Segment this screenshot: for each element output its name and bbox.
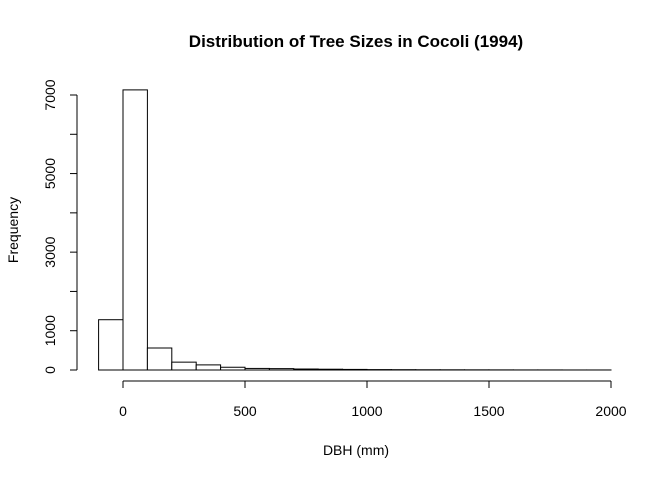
histogram-bar [317, 368, 344, 371]
x-tick-label: 500 [233, 403, 257, 419]
histogram-bar [342, 368, 368, 371]
histogram-bar [244, 367, 270, 371]
x-axis-label: DBH (mm) [323, 442, 389, 458]
histogram-bar [98, 319, 124, 371]
y-tick-label: 0 [42, 366, 58, 374]
bars-group [98, 89, 612, 371]
y-tick-label: 5000 [42, 158, 58, 189]
histogram-bar [171, 361, 197, 371]
x-tick-label: 0 [119, 403, 127, 419]
y-tick-label: 1000 [42, 315, 58, 346]
histogram-bar [195, 364, 222, 371]
x-tick-label: 2000 [595, 403, 626, 419]
histogram-bar [122, 89, 148, 371]
histogram-bar [146, 347, 173, 371]
y-tick-label: 7000 [42, 79, 58, 110]
y-axis: 0 1000 3000 5000 7000 [42, 79, 78, 374]
histogram-bar [293, 368, 319, 371]
histogram-bar [268, 368, 295, 371]
y-tick-label: 3000 [42, 236, 58, 267]
chart-title: Distribution of Tree Sizes in Cocoli (19… [189, 32, 523, 51]
x-axis: 0 500 1000 1500 2000 [119, 380, 627, 419]
x-tick-label: 1000 [351, 403, 382, 419]
x-tick-label: 1500 [473, 403, 504, 419]
y-axis-label: Frequency [5, 197, 21, 263]
histogram-bar [220, 366, 246, 371]
